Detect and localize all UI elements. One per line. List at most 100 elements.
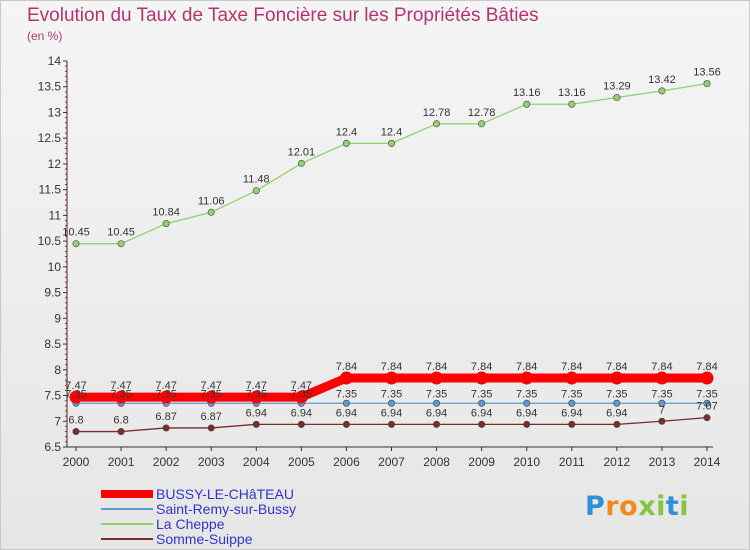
data-label: 11.48 bbox=[243, 174, 270, 186]
y-tick-label: 7 bbox=[54, 414, 61, 428]
y-tick-label: 7.5 bbox=[44, 389, 61, 403]
data-label: 7.84 bbox=[696, 361, 717, 373]
data-point bbox=[478, 120, 486, 128]
data-label: 7.47 bbox=[201, 380, 222, 392]
x-tick-label: 2002 bbox=[153, 455, 180, 469]
data-point bbox=[703, 80, 711, 88]
data-point bbox=[658, 87, 666, 95]
data-label: 7.35 bbox=[426, 388, 447, 400]
data-point bbox=[523, 399, 531, 407]
y-tick-label: 6.5 bbox=[44, 440, 61, 454]
y-tick-label: 10.5 bbox=[38, 234, 62, 248]
data-label: 7.35 bbox=[65, 388, 86, 400]
data-label: 7.84 bbox=[336, 361, 357, 373]
data-label: 7.07 bbox=[696, 401, 717, 413]
data-point bbox=[249, 390, 263, 404]
data-label: 6.94 bbox=[606, 407, 627, 419]
data-point bbox=[613, 399, 621, 407]
x-tick-label: 2012 bbox=[604, 455, 631, 469]
data-point bbox=[523, 420, 531, 428]
data-point bbox=[207, 424, 215, 432]
data-point bbox=[339, 371, 353, 385]
data-label: 6.94 bbox=[561, 407, 582, 419]
data-label: 7.35 bbox=[561, 388, 582, 400]
legend-swatch bbox=[101, 508, 153, 510]
y-tick-label: 9.5 bbox=[44, 286, 61, 300]
y-tick-label: 8.5 bbox=[44, 337, 61, 351]
legend-label: La Cheppe bbox=[156, 516, 225, 532]
data-point bbox=[252, 187, 260, 195]
y-tick-label: 10 bbox=[48, 260, 62, 274]
data-label: 6.94 bbox=[426, 407, 447, 419]
data-label: 7.47 bbox=[291, 380, 312, 392]
data-label: 12.01 bbox=[288, 146, 316, 158]
data-point bbox=[162, 220, 170, 228]
data-label: 13.56 bbox=[693, 67, 721, 79]
y-tick-label: 12 bbox=[48, 157, 62, 171]
data-label: 10.84 bbox=[152, 207, 180, 219]
x-tick-label: 2007 bbox=[378, 455, 405, 469]
data-label: 7.35 bbox=[471, 388, 492, 400]
data-point bbox=[568, 399, 576, 407]
data-point bbox=[207, 208, 215, 216]
data-label: 13.16 bbox=[513, 87, 541, 99]
data-label: 6.94 bbox=[246, 407, 267, 419]
y-tick-label: 9 bbox=[54, 311, 61, 325]
data-point bbox=[387, 399, 395, 407]
data-point bbox=[613, 420, 621, 428]
data-label: 7.35 bbox=[336, 388, 357, 400]
legend-item[interactable]: BUSSY-LE-CHâTEAU bbox=[101, 486, 361, 502]
x-tick-label: 2000 bbox=[63, 455, 90, 469]
x-tick-label: 2014 bbox=[694, 455, 721, 469]
data-label: 12.78 bbox=[468, 107, 496, 119]
x-tick-label: 2001 bbox=[108, 455, 135, 469]
data-label: 7.35 bbox=[201, 388, 222, 400]
data-label: 6.8 bbox=[113, 415, 128, 427]
data-point bbox=[433, 420, 441, 428]
series-line bbox=[76, 83, 708, 245]
data-label: 10.45 bbox=[107, 227, 135, 239]
x-tick-label: 2009 bbox=[468, 455, 495, 469]
data-point bbox=[613, 94, 621, 102]
data-label: 10.45 bbox=[62, 227, 90, 239]
x-tick-label: 2010 bbox=[513, 455, 540, 469]
data-label: 7.35 bbox=[696, 388, 717, 400]
data-label: 7.84 bbox=[471, 361, 492, 373]
y-tick-label: 11.5 bbox=[39, 183, 62, 197]
chart-title: Evolution du Taux de Taxe Foncière sur l… bbox=[27, 5, 539, 26]
data-label: 13.16 bbox=[558, 87, 586, 99]
x-tick-label: 2013 bbox=[649, 455, 676, 469]
data-label: 7.35 bbox=[606, 388, 627, 400]
data-label: 13.29 bbox=[603, 81, 631, 93]
data-label: 11.06 bbox=[198, 195, 225, 207]
y-tick-label: 13.5 bbox=[38, 80, 62, 94]
legend-swatch bbox=[101, 538, 153, 540]
data-point bbox=[475, 371, 489, 385]
data-label: 7.84 bbox=[426, 361, 447, 373]
legend-item[interactable]: Saint-Remy-sur-Bussy bbox=[101, 501, 361, 517]
data-point bbox=[703, 399, 711, 407]
legend-swatch bbox=[101, 523, 153, 525]
data-label: 7.47 bbox=[155, 380, 176, 392]
data-label: 7.35 bbox=[651, 388, 672, 400]
x-tick-label: 2004 bbox=[243, 455, 270, 469]
data-point bbox=[72, 428, 80, 436]
data-point bbox=[610, 371, 624, 385]
data-label: 6.87 bbox=[155, 411, 176, 423]
data-point bbox=[478, 420, 486, 428]
legend-item[interactable]: Somme-Suippe bbox=[101, 531, 361, 547]
x-tick-label: 2011 bbox=[559, 455, 585, 469]
data-point bbox=[700, 371, 714, 385]
data-point bbox=[297, 159, 305, 167]
data-point bbox=[297, 420, 305, 428]
data-label: 7 bbox=[659, 404, 665, 416]
data-point bbox=[520, 371, 534, 385]
data-label: 6.87 bbox=[201, 411, 222, 423]
data-point bbox=[430, 371, 444, 385]
legend-item[interactable]: La Cheppe bbox=[101, 516, 361, 532]
data-label: 7.84 bbox=[606, 361, 627, 373]
data-label: 7.84 bbox=[561, 361, 582, 373]
data-label: 7.84 bbox=[516, 361, 537, 373]
